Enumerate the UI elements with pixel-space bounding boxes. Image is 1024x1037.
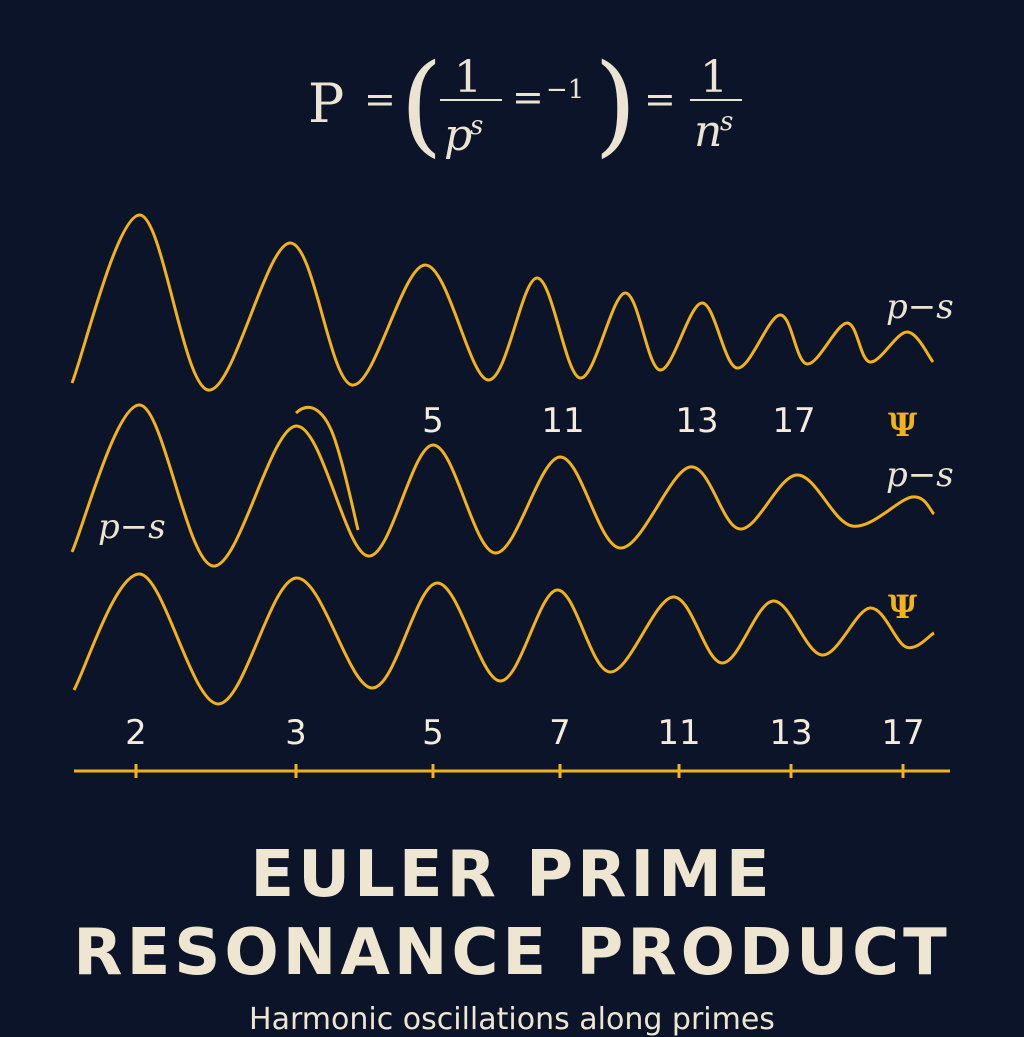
wave-group (70, 213, 936, 706)
upper-prime-label: 11 (541, 401, 584, 441)
euler-product-formula: P = ( 1 p s = −1 ) = 1 n s (308, 40, 742, 168)
formula-denominator-exp-2: s (720, 107, 733, 137)
formula-equals-2: = (644, 77, 676, 121)
axis-ticks (134, 764, 905, 778)
upper-prime-labels: 5 11 13 17 (422, 401, 815, 441)
title-line-2: RESONANCE PRODUCT (73, 916, 951, 990)
axis-prime-label: 2 (125, 713, 147, 753)
formula-lhs: P (308, 72, 344, 135)
axis-prime-label: 11 (657, 713, 700, 753)
subtitle: Harmonic oscillations along primes (249, 1002, 775, 1037)
axis-prime-label: 17 (881, 713, 924, 753)
formula-denominator-base-2: n (694, 106, 722, 157)
title-line-1: EULER PRIME (250, 838, 774, 912)
wave-middle-echo (294, 406, 360, 531)
left-paren: ( (400, 40, 443, 168)
middle-wave-left-label: p−s (98, 507, 166, 547)
formula-numerator-1: 1 (454, 52, 482, 103)
formula-denominator-exp-1: s (470, 111, 483, 141)
right-paren: ) (594, 40, 637, 168)
formula-equals-1: = (364, 77, 396, 121)
axis-prime-labels: 2 3 5 7 11 13 17 (125, 713, 924, 753)
upper-prime-label: 5 (422, 401, 444, 441)
formula-inner-equals: = (512, 75, 544, 119)
wave-middle (70, 403, 936, 568)
wave-bottom (72, 572, 935, 706)
upper-prime-label: 13 (675, 401, 718, 441)
formula-numerator-2: 1 (700, 52, 728, 103)
psi-lower-symbol: Ψ (888, 588, 918, 626)
formula-denominator-base-1: p (444, 110, 472, 161)
axis-prime-label: 3 (285, 713, 307, 753)
formula-inner-exponent: −1 (546, 75, 584, 105)
psi-upper-symbol: Ψ (888, 406, 918, 444)
middle-wave-right-label: p−s (886, 455, 954, 495)
axis-prime-label: 13 (769, 713, 812, 753)
top-wave-label: p−s (886, 287, 954, 327)
upper-prime-label: 17 (772, 401, 815, 441)
wave-top (70, 213, 935, 392)
axis-prime-label: 7 (549, 713, 571, 753)
axis-prime-label: 5 (422, 713, 444, 753)
